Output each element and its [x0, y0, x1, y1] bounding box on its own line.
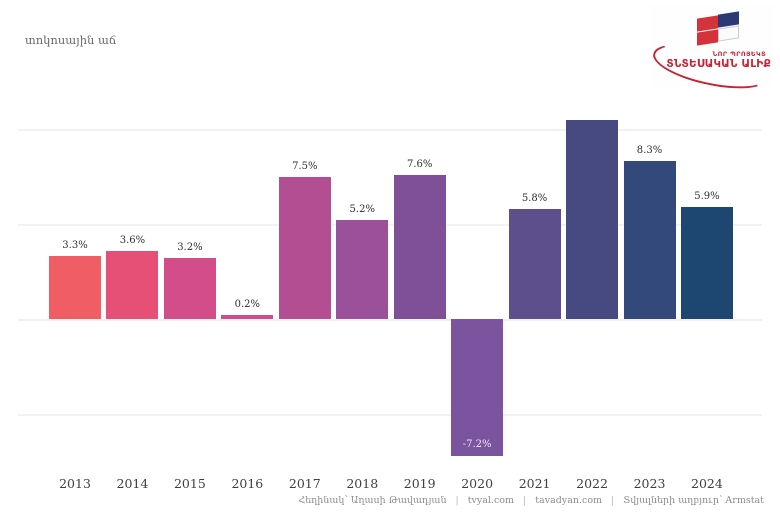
plot-area: 3.3% 3.6% 3.2% 0.2% 7.5% 5.2% 7.6% -7.2% 5.8% 8.3… [18, 120, 762, 470]
footer-separator: | [455, 495, 459, 506]
bar-2016 [221, 315, 274, 319]
brand-name-line2: ՏՆՏԵՍԱԿԱՆ ԱԼԻՔ [666, 58, 771, 70]
x-tick-2024: 2024 [691, 476, 723, 491]
bar-2022 [566, 120, 619, 319]
bar-2020 [451, 319, 504, 456]
x-tick-2015: 2015 [173, 476, 206, 491]
x-tick-2023: 2023 [633, 476, 666, 491]
bar-2023 [623, 161, 676, 319]
bar-value-label-2016: 0.2% [234, 299, 261, 311]
bar-value-label-2017: 7.5% [292, 160, 318, 172]
brand-flag-icon [697, 11, 739, 46]
bar-value-label-2014: 3.6% [119, 234, 146, 246]
footer-segment-0: Հեղինակ՝ Աղասի Թավադյան [298, 495, 447, 506]
bar-2021 [508, 208, 561, 319]
gridline--5pct [18, 414, 762, 416]
bar-2019 [393, 174, 446, 319]
x-tick-2016: 2016 [231, 476, 264, 491]
x-tick-2021: 2021 [518, 476, 551, 491]
bar-2024 [680, 206, 733, 319]
gridline-10pct [18, 129, 762, 131]
bar-2017 [278, 176, 331, 319]
chart-subtitle: տոկոսային աճ [25, 33, 117, 47]
x-tick-2017: 2017 [288, 476, 321, 491]
footer-segment-1: tvyal.com [467, 495, 515, 506]
x-tick-2019: 2019 [403, 476, 436, 491]
brand-name-line1: ՆՈՐ ՊՐՈՅԵԿՏ [712, 50, 766, 58]
bar-2015 [163, 258, 216, 319]
bar-2013 [49, 256, 101, 319]
gridline-5pct [18, 224, 762, 226]
bar-value-label-2018: 5.2% [349, 204, 375, 216]
bar-value-label-2021: 5.8% [521, 192, 548, 204]
x-tick-2020: 2020 [461, 476, 494, 491]
gridline-0pct [18, 319, 762, 321]
footer-separator: | [611, 495, 615, 506]
bar-value-label-2023: 8.3% [636, 145, 663, 157]
bar-2014 [106, 250, 159, 319]
bar-2018 [336, 220, 389, 319]
brand-logo: ՆՈՐ ՊՐՈՅԵԿՏ ՏՆՏԵՍԱԿԱՆ ԱԼԻՔ [649, 5, 774, 97]
x-tick-2022: 2022 [576, 476, 608, 491]
bar-value-label-2024: 5.9% [694, 190, 720, 202]
footer-segment-3: Տվյալների աղբյուր՝ Armstat [623, 495, 764, 506]
footer-credits: Հեղինակ՝ Աղասի Թավադյան | tvyal.com | tavady… [298, 495, 764, 506]
x-tick-2014: 2014 [116, 476, 149, 491]
bar-value-label-2013: 3.3% [62, 240, 88, 252]
x-tick-2013: 2013 [59, 476, 91, 491]
flag-bottom-left-red [697, 29, 718, 46]
x-tick-2018: 2018 [346, 476, 379, 491]
footer-separator: | [523, 495, 527, 506]
footer-segment-2: tavadyan.com [535, 495, 603, 506]
bar-value-label-2019: 7.6% [406, 158, 433, 170]
x-axis: 2013 2014 2015 2016 2017 2018 2019 2020 2021 2022… [18, 476, 762, 496]
bar-value-label-2015: 3.2% [177, 242, 203, 254]
flag-bottom-right-white [718, 25, 739, 42]
bar-value-label-2020: -7.2% [462, 438, 492, 450]
